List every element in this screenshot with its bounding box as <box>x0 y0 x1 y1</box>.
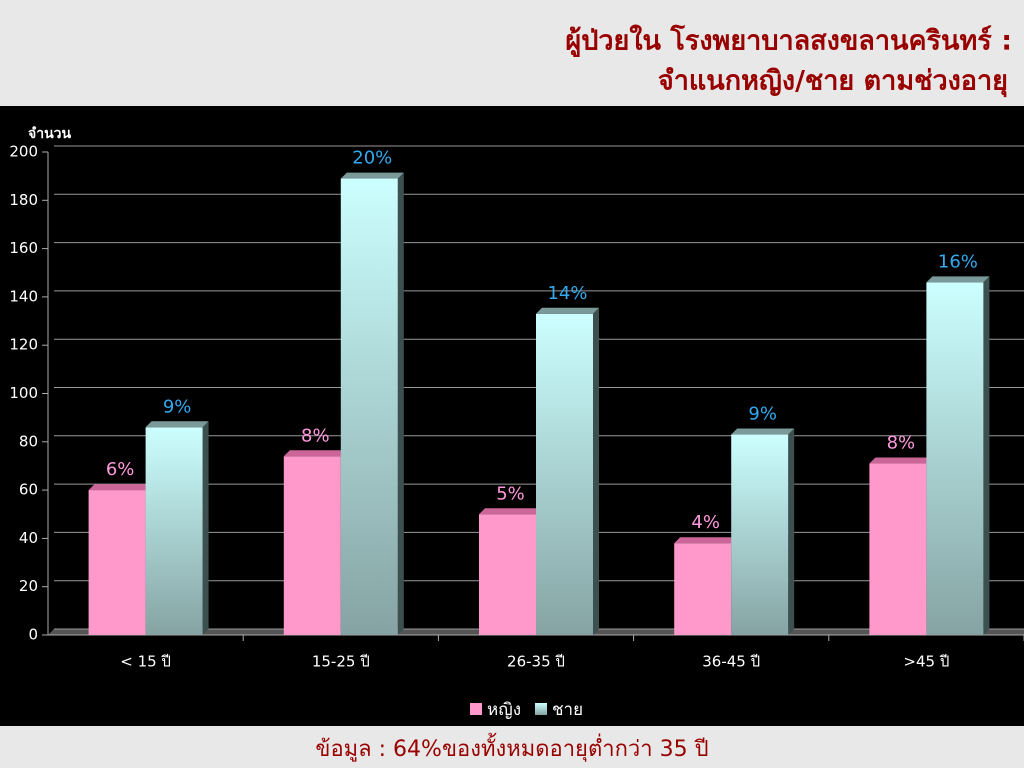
chart-title: ผู้ป่วยใน โรงพยาบาลสงขลานครินทร์ : <box>565 24 1012 58</box>
y-tick-label: 120 <box>9 336 38 354</box>
bar-side <box>983 276 990 635</box>
percent-label: 8% <box>301 425 330 446</box>
footnote: ข้อมูล : 64%ของทั้งหมดอายุต่ำกว่า 35 ปี <box>315 733 708 762</box>
x-tick-label: 26-35 ปี <box>507 653 565 671</box>
bar-top <box>536 307 599 314</box>
bar-top <box>674 537 738 544</box>
percent-label: 5% <box>496 483 525 504</box>
legend-label: ชาย <box>552 700 583 720</box>
bar-top <box>88 484 152 491</box>
legend-label: หญิง <box>487 700 521 720</box>
bar-side <box>397 172 404 635</box>
y-tick-label: 20 <box>19 577 38 595</box>
y-tick-label: 0 <box>28 626 38 644</box>
bar <box>283 456 341 635</box>
x-tick-label: 36-45 ปี <box>702 653 760 671</box>
y-tick-label: 180 <box>9 191 38 209</box>
bar-top <box>340 172 404 179</box>
bar-side <box>202 421 209 635</box>
percent-label: 6% <box>106 459 135 480</box>
percent-label: 20% <box>352 148 392 169</box>
bar-side <box>593 307 599 635</box>
bar <box>145 427 203 635</box>
y-tick-label: 40 <box>19 529 38 547</box>
legend-swatch <box>535 703 547 715</box>
bar <box>88 490 146 635</box>
percent-label: 16% <box>938 251 978 272</box>
y-tick-label: 80 <box>19 432 38 450</box>
percent-label: 9% <box>163 396 192 417</box>
percent-label: 14% <box>547 283 587 304</box>
bar-top <box>145 421 209 428</box>
y-tick-label: 160 <box>9 239 38 257</box>
bar <box>731 434 789 635</box>
bar <box>479 514 536 635</box>
percent-label: 9% <box>748 404 777 425</box>
percent-label: 8% <box>887 433 916 454</box>
bar-top <box>283 450 347 457</box>
bar <box>536 313 593 635</box>
bar <box>926 282 984 635</box>
y-tick-label: 100 <box>9 384 38 402</box>
x-tick-label: 15-25 ปี <box>312 653 370 671</box>
header-bg <box>0 0 1024 106</box>
y-tick-label: 60 <box>19 481 38 499</box>
bar-top <box>869 457 933 464</box>
bar <box>869 463 927 635</box>
bar <box>674 543 732 635</box>
bar <box>340 178 398 635</box>
chart-subtitle: จำแนกหญิง/ชาย ตามช่วงอายุ <box>658 66 1008 98</box>
bar-top <box>731 428 795 435</box>
y-tick-label: 200 <box>9 143 38 161</box>
x-tick-label: >45 ปี <box>903 653 949 671</box>
y-axis-label: จำนวน <box>28 126 71 142</box>
legend-swatch <box>470 703 482 715</box>
percent-label: 4% <box>691 512 720 533</box>
y-tick-label: 140 <box>9 287 38 305</box>
x-tick-label: < 15 ปี <box>120 653 171 671</box>
bar-side <box>788 428 795 635</box>
bar-top <box>926 276 990 283</box>
footer-bg <box>0 726 1024 768</box>
bar-top <box>479 508 542 515</box>
